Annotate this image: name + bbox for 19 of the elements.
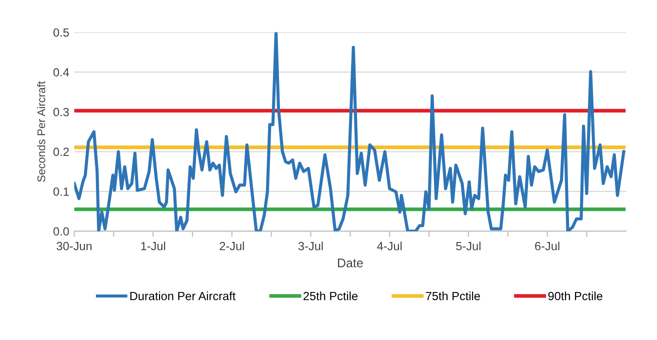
x-tick-label: 2-Jul — [220, 242, 244, 250]
legend-label: 90th Pctile — [548, 292, 602, 300]
y-axis-title: Seconds Per Aircraft — [37, 81, 46, 182]
y-tick-label: 0.3 — [53, 108, 69, 116]
y-tick-label: 0.5 — [53, 28, 69, 37]
x-tick-label: 6-Jul — [535, 242, 560, 250]
x-tick-label: 1-Jul — [141, 242, 166, 250]
legend-label: 75th Pctile — [426, 292, 480, 300]
y-tick-label: 0.1 — [53, 187, 69, 196]
x-axis-title: Date — [338, 258, 363, 268]
legend-label: Duration Per Aircraft — [130, 292, 236, 300]
y-tick-label: 0.0 — [53, 227, 69, 236]
x-tick-label: 30-Jun — [56, 242, 92, 250]
x-tick-label: 3-Jul — [298, 242, 323, 250]
x-tick-label: 4-Jul — [377, 242, 402, 250]
x-tick-label: 5-Jul — [456, 242, 480, 250]
y-tick-label: 0.2 — [53, 148, 69, 156]
y-tick-label: 0.4 — [53, 68, 70, 76]
legend-label: 25th Pctile — [304, 292, 358, 300]
